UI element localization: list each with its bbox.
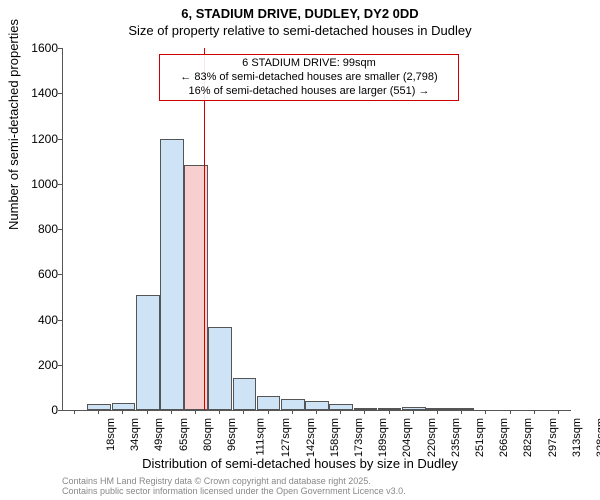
x-tick-label: 111sqm (255, 418, 267, 456)
y-tick-mark (58, 48, 62, 49)
x-axis-label: Distribution of semi-detached houses by … (0, 456, 600, 471)
annotation-line2: ← 83% of semi-detached houses are smalle… (166, 71, 452, 85)
x-tick-label: 34sqm (129, 418, 141, 451)
histogram-bar (160, 139, 184, 411)
y-tick-label: 1000 (18, 177, 58, 191)
y-tick-label: 1200 (18, 132, 58, 146)
x-tick-mark (122, 410, 123, 414)
x-tick-label: 142sqm (305, 418, 317, 457)
y-tick-label: 600 (18, 267, 58, 281)
x-tick-mark (485, 410, 486, 414)
x-tick-label: 189sqm (377, 418, 389, 457)
y-tick-label: 0 (18, 403, 58, 417)
x-tick-mark (558, 410, 559, 414)
y-tick-label: 200 (18, 358, 58, 372)
x-tick-mark (171, 410, 172, 414)
y-tick-label: 1600 (18, 41, 58, 55)
x-tick-mark (364, 410, 365, 414)
x-tick-mark (340, 410, 341, 414)
x-tick-label: 96sqm (226, 418, 238, 451)
x-tick-label: 173sqm (353, 418, 365, 457)
x-tick-label: 18sqm (105, 418, 117, 451)
x-tick-label: 266sqm (498, 418, 510, 457)
chart-subtitle: Size of property relative to semi-detach… (0, 23, 600, 42)
histogram-bar (233, 378, 257, 410)
histogram-bar (281, 399, 305, 410)
x-tick-mark (74, 410, 75, 414)
annotation-line3: 16% of semi-detached houses are larger (… (166, 85, 452, 99)
y-tick-mark (58, 184, 62, 185)
x-tick-label: 313sqm (571, 418, 583, 457)
y-tick-mark (58, 274, 62, 275)
attribution-line2: Contains public sector information licen… (62, 486, 406, 496)
x-tick-label: 127sqm (281, 418, 293, 457)
x-tick-mark (195, 410, 196, 414)
x-tick-mark (243, 410, 244, 414)
x-tick-mark (147, 410, 148, 414)
annotation-line1: 6 STADIUM DRIVE: 99sqm (166, 57, 452, 71)
x-tick-mark (98, 410, 99, 414)
y-tick-mark (58, 365, 62, 366)
histogram-bar (112, 403, 136, 410)
histogram-bar (402, 407, 426, 410)
x-tick-label: 282sqm (522, 418, 534, 457)
y-tick-mark (58, 410, 62, 411)
attribution-text: Contains HM Land Registry data © Crown c… (62, 476, 406, 497)
x-tick-mark (534, 410, 535, 414)
x-tick-label: 49sqm (154, 418, 166, 451)
x-tick-label: 204sqm (402, 418, 414, 457)
chart-title: 6, STADIUM DRIVE, DUDLEY, DY2 0DD (0, 0, 600, 23)
x-tick-mark (316, 410, 317, 414)
attribution-line1: Contains HM Land Registry data © Crown c… (62, 476, 406, 486)
x-tick-mark (413, 410, 414, 414)
x-tick-mark (268, 410, 269, 414)
x-tick-mark (389, 410, 390, 414)
x-tick-mark (461, 410, 462, 414)
x-tick-label: 251sqm (474, 418, 486, 457)
x-tick-label: 158sqm (329, 418, 341, 457)
x-tick-mark (292, 410, 293, 414)
histogram-bar (136, 295, 160, 410)
annotation-box: 6 STADIUM DRIVE: 99sqm← 83% of semi-deta… (159, 54, 459, 101)
x-tick-mark (219, 410, 220, 414)
y-tick-mark (58, 229, 62, 230)
x-tick-label: 65sqm (178, 418, 190, 451)
chart-plot-area: 6 STADIUM DRIVE: 99sqm← 83% of semi-deta… (62, 48, 571, 411)
histogram-bar (257, 396, 281, 410)
y-tick-mark (58, 320, 62, 321)
histogram-bar (305, 401, 329, 410)
histogram-bar (208, 327, 232, 410)
x-tick-label: 80sqm (202, 418, 214, 451)
y-tick-label: 1400 (18, 86, 58, 100)
y-tick-label: 800 (18, 222, 58, 236)
reference-line (204, 48, 205, 410)
x-tick-label: 328sqm (595, 418, 600, 457)
y-tick-mark (58, 93, 62, 94)
y-tick-mark (58, 139, 62, 140)
x-tick-label: 297sqm (547, 418, 559, 457)
x-tick-mark (510, 410, 511, 414)
x-tick-label: 235sqm (450, 418, 462, 457)
y-tick-label: 400 (18, 313, 58, 327)
x-tick-mark (437, 410, 438, 414)
x-tick-label: 220sqm (426, 418, 438, 457)
histogram-bar (426, 408, 450, 410)
